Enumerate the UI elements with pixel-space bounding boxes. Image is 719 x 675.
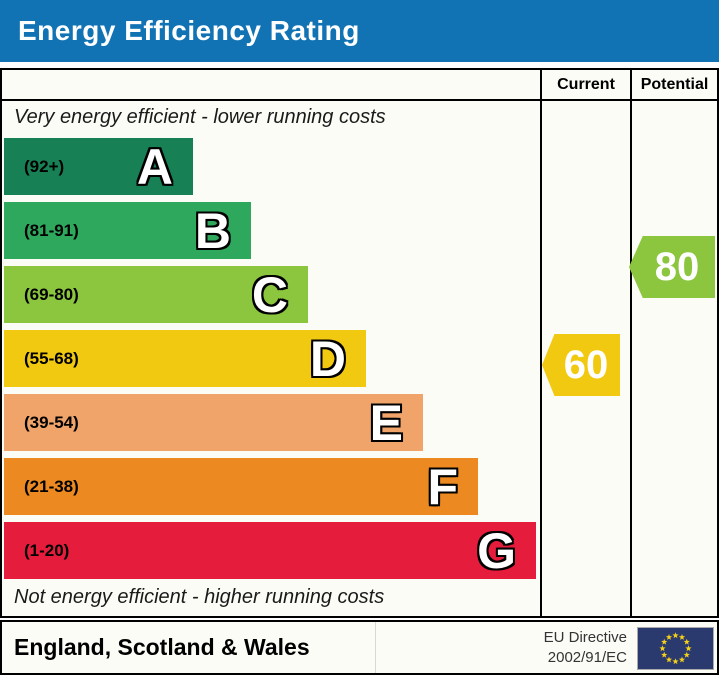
title-banner: Energy Efficiency Rating [0, 0, 719, 62]
rating-table: Current Potential Very energy efficient … [0, 68, 719, 618]
eu-directive-label: EU Directive 2002/91/EC [544, 622, 627, 673]
band-range-label: (81-91) [24, 220, 79, 240]
eu-directive-line1: EU Directive [543, 628, 627, 646]
current-rating-value: 60 [563, 342, 609, 387]
band-range-label: (1-20) [24, 540, 70, 560]
band-letter: B [194, 202, 231, 259]
band-letter: A [136, 138, 173, 195]
band-letter: G [477, 522, 516, 579]
potential-rating-marker: 80 [629, 236, 715, 298]
eu-flag-icon [637, 627, 714, 670]
current-rating-marker: 60 [542, 334, 620, 396]
band-range-label: (69-80) [24, 284, 79, 304]
band-range-label: (21-38) [24, 476, 79, 496]
band-letter: D [309, 330, 346, 387]
caption-very-efficient: Very energy efficient - lower running co… [14, 106, 386, 128]
band-row: (81-91) B [4, 202, 251, 259]
current-column-divider [540, 70, 542, 616]
region-label: England, Scotland & Wales [14, 634, 310, 660]
band-letter: F [427, 458, 458, 515]
eu-directive-line2: 2002/91/EC [547, 648, 627, 666]
page-title: Energy Efficiency Rating [18, 15, 360, 46]
caption-not-efficient: Not energy efficient - higher running co… [14, 586, 385, 608]
band-range-label: (39-54) [24, 412, 79, 432]
potential-rating-value: 80 [654, 244, 700, 289]
band-range-label: (92+) [24, 156, 65, 176]
footer-divider [375, 622, 376, 673]
band-row: (21-38) F [4, 458, 478, 515]
band-row: (55-68) D [4, 330, 366, 387]
footer: England, Scotland & Wales EU Directive 2… [0, 620, 719, 675]
header-rule [2, 99, 717, 101]
band-range-label: (55-68) [24, 348, 79, 368]
current-column-header: Current [557, 75, 615, 93]
band-letter: C [251, 266, 288, 323]
band-letter: E [369, 394, 403, 451]
band-row: (1-20) G [4, 522, 536, 579]
potential-column-divider [630, 70, 632, 616]
band-row: (39-54) E [4, 394, 423, 451]
potential-column-header: Potential [640, 75, 709, 93]
band-row: (69-80) C [4, 266, 308, 323]
band-row: (92+) A [4, 138, 193, 195]
